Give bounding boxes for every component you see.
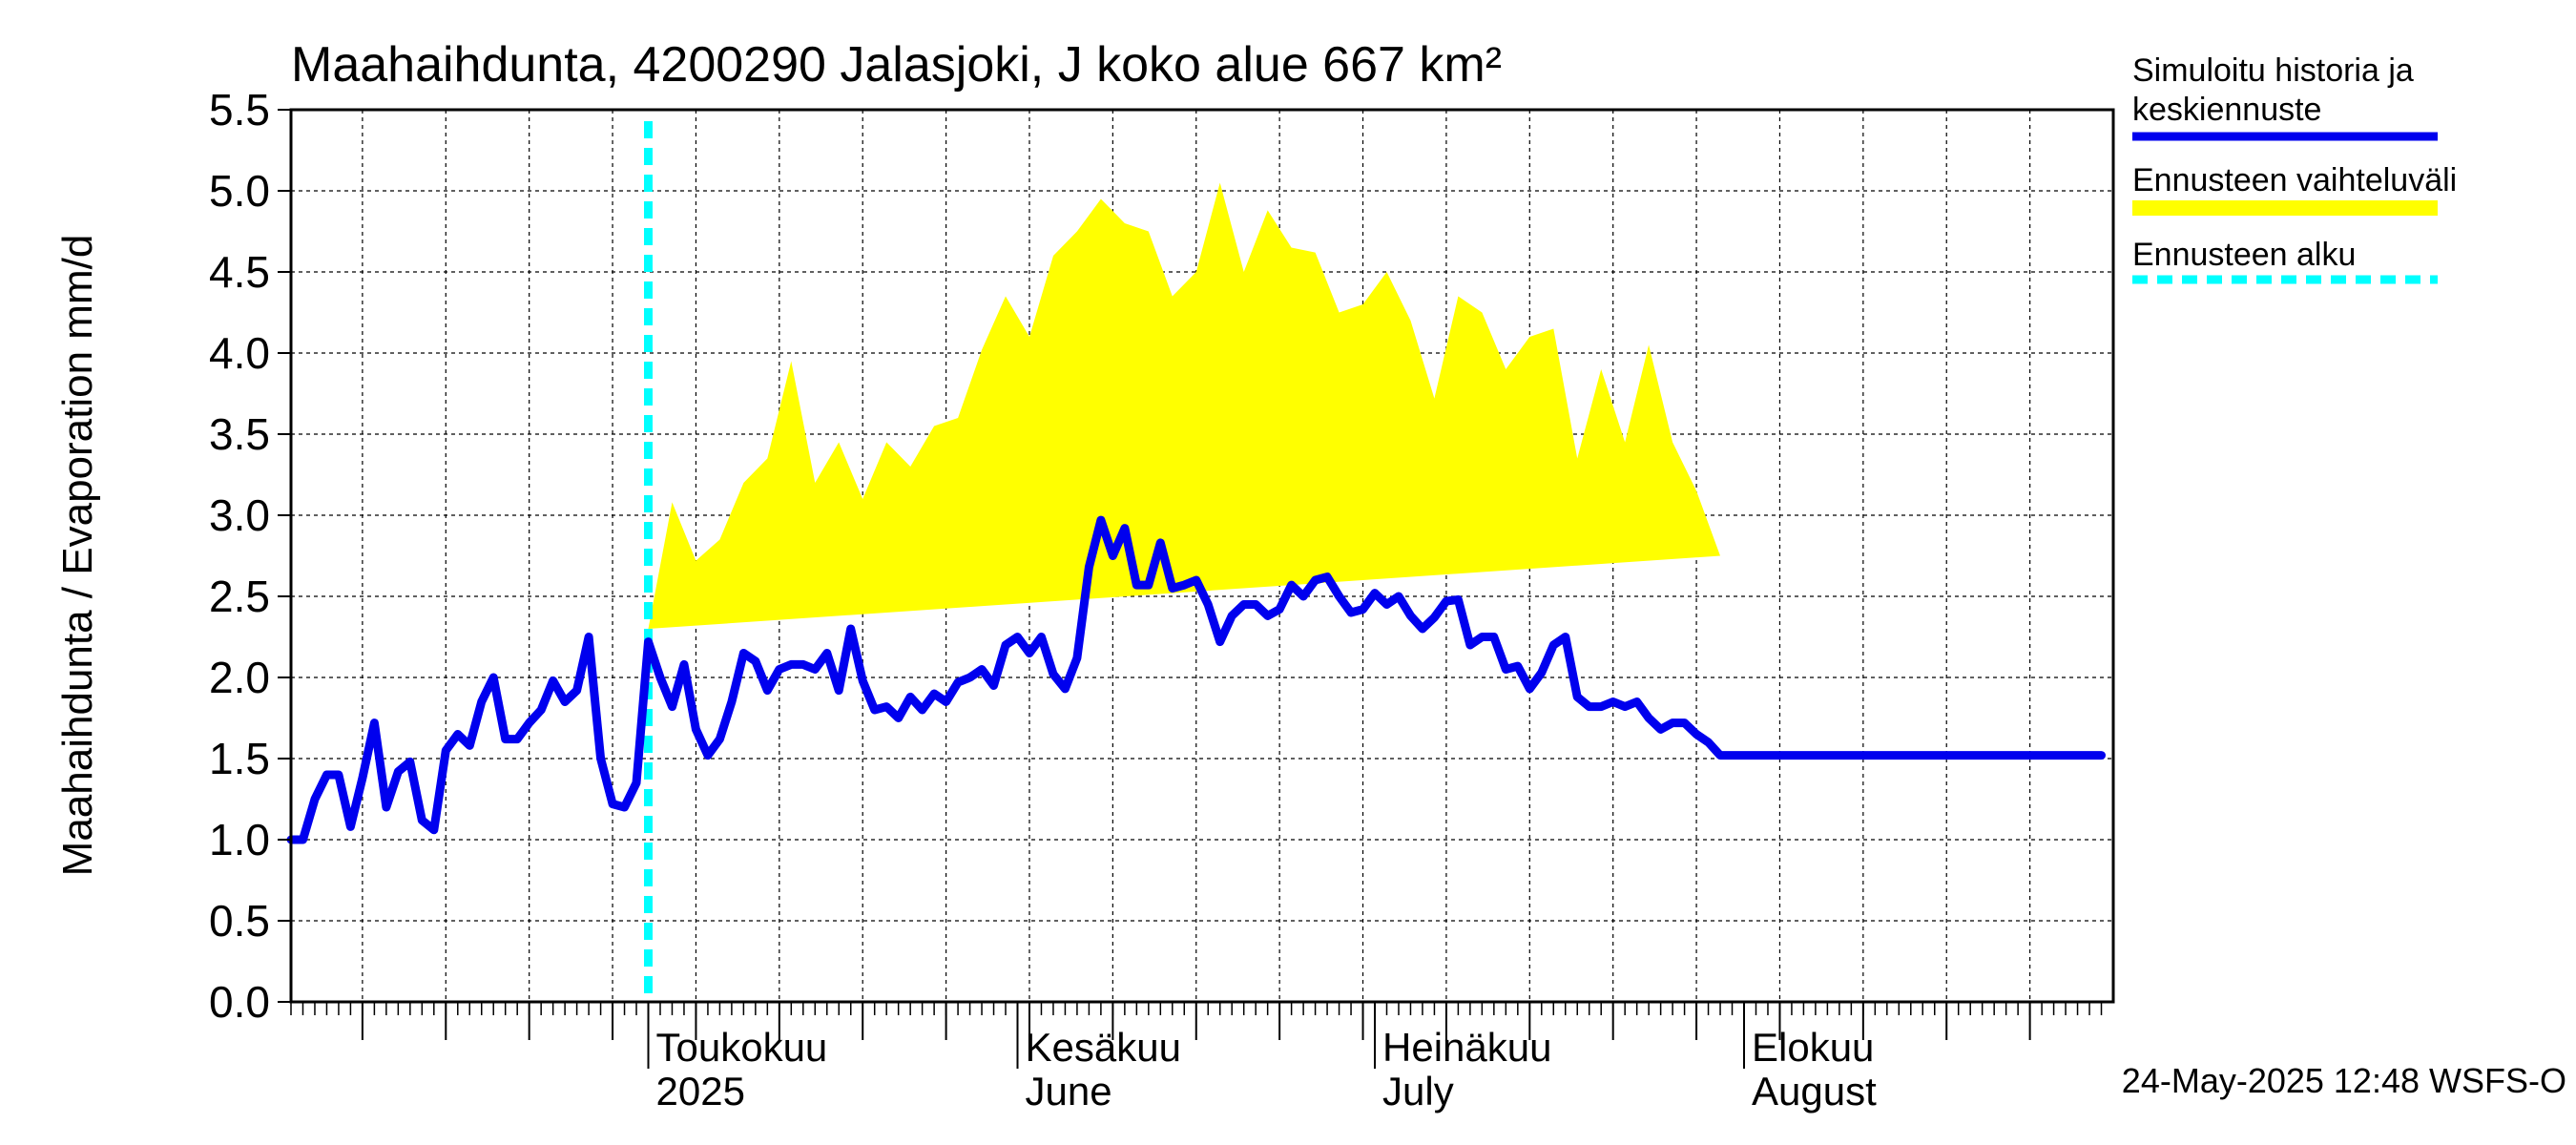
x-month-label: Kesäkuu — [1026, 1025, 1181, 1070]
mean-series — [286, 515, 2106, 844]
y-tick-label: 3.0 — [209, 490, 270, 540]
x-month-label: Elokuu — [1752, 1025, 1874, 1070]
y-tick-label: 4.5 — [209, 247, 270, 297]
x-month-label: Toukokuu — [656, 1025, 828, 1070]
legend-label-forecast-start: Ennusteen alku — [2132, 237, 2356, 273]
x-month-label: Heinäkuu — [1382, 1025, 1551, 1070]
legend-label-range: Ennusteen vaihteluväli — [2132, 162, 2457, 198]
x-month-sublabel: June — [1026, 1069, 1112, 1114]
y-tick-label: 1.5 — [209, 734, 270, 783]
forecast-range-area — [648, 182, 1720, 629]
plot-frame — [289, 108, 2115, 1004]
y-tick-label: 5.0 — [209, 166, 270, 216]
y-tick-label: 0.0 — [209, 977, 270, 1027]
x-month-sublabel: 2025 — [656, 1069, 745, 1114]
y-tick-label: 5.5 — [209, 85, 270, 135]
timestamp: 24-May-2025 12:48 WSFS-O — [2122, 1061, 2566, 1100]
x-month-sublabel: August — [1752, 1069, 1877, 1114]
mean-series-line — [286, 515, 2106, 844]
y-tick-label: 4.0 — [209, 328, 270, 378]
x-month-sublabel: July — [1382, 1069, 1454, 1114]
y-axis-ticks: 0.0 0.5 1.0 1.5 2.0 2.5 3.0 3.5 4.0 4.5 5.0 5.5 — [209, 85, 291, 1027]
forecast-range-band — [648, 182, 1720, 629]
legend-swatch-range — [2132, 200, 2438, 216]
y-tick-label: 0.5 — [209, 896, 270, 946]
y-tick-label: 1.0 — [209, 815, 270, 864]
y-tick-label: 2.0 — [209, 653, 270, 702]
legend-label-history-line1: Simuloitu historia ja — [2132, 52, 2414, 89]
y-axis-label: Maahaihdunta / Evaporation mm/d — [54, 235, 101, 877]
y-tick-label: 2.5 — [209, 572, 270, 621]
y-tick-label: 3.5 — [209, 409, 270, 459]
legend-label-history-line2: keskiennuste — [2132, 92, 2321, 128]
chart-title: Maahaihdunta, 4200290 Jalasjoki, J koko … — [291, 37, 1502, 93]
